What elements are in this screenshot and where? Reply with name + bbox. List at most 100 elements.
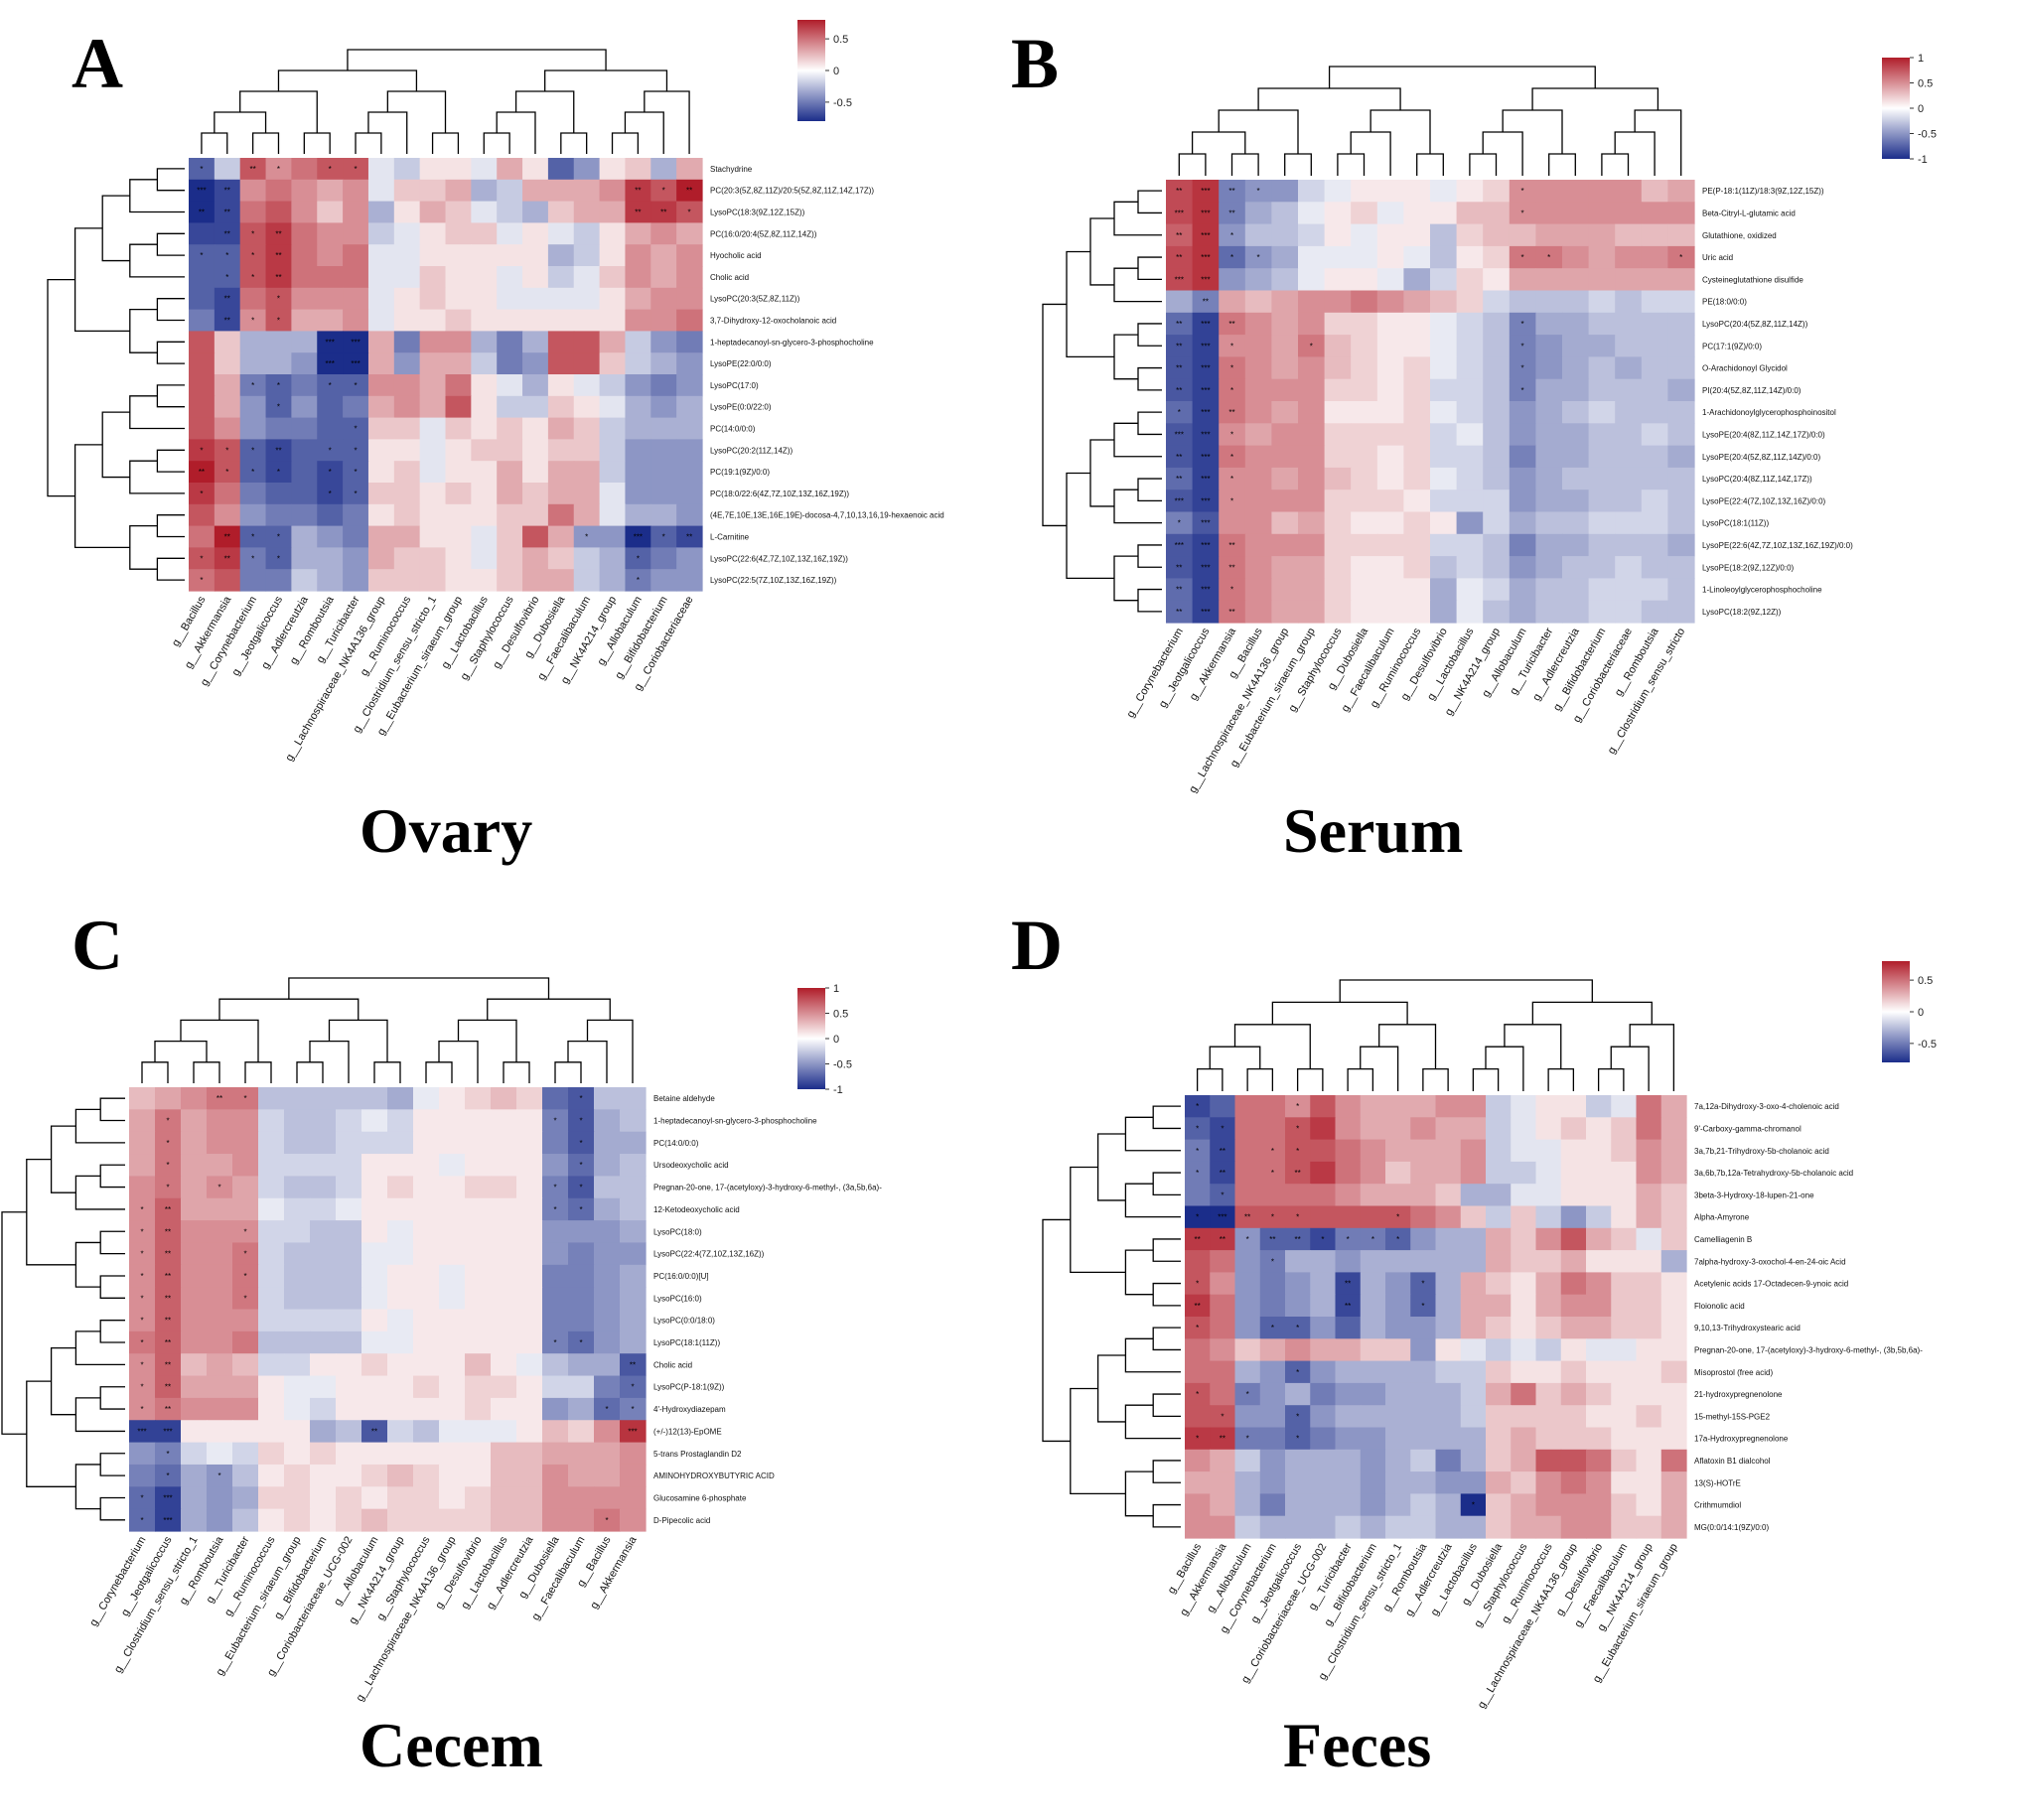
heatmap-cell	[1210, 1250, 1236, 1273]
heatmap-cell	[1460, 1250, 1487, 1273]
heatmap-cell	[387, 1242, 414, 1266]
heatmap-cell	[265, 201, 292, 223]
heatmap-cell	[497, 309, 523, 332]
row-label: 1-Linoleoylglycerophosphocholine	[1702, 586, 1822, 595]
heatmap-cell	[625, 417, 651, 440]
heatmap-cell	[1586, 1515, 1612, 1539]
heatmap-cell	[568, 1397, 595, 1421]
heatmap-cell	[387, 1375, 414, 1399]
heatmap-cell	[1403, 511, 1431, 535]
heatmap-cell	[650, 158, 677, 181]
heatmap-cell	[258, 1464, 285, 1487]
heatmap-cell	[1351, 556, 1378, 579]
heatmap-cell	[258, 1197, 285, 1221]
heatmap-cell	[232, 1309, 259, 1332]
significance-mark: **	[1195, 1235, 1201, 1244]
heatmap-cell	[650, 395, 677, 419]
significance-mark: **	[216, 1094, 222, 1103]
heatmap-cell	[599, 222, 627, 245]
heatmap-cell	[258, 1397, 285, 1421]
heatmap-cell	[1244, 533, 1272, 557]
significance-mark: *	[166, 1161, 169, 1170]
heatmap-cell	[155, 1197, 182, 1221]
panel-letter: D	[1011, 906, 1063, 985]
heatmap-cell	[1335, 1427, 1362, 1451]
column-dendrogram-branch	[201, 132, 228, 154]
heatmap-cell	[393, 503, 421, 527]
heatmap-cell	[207, 1264, 233, 1288]
heatmap-cell	[1535, 578, 1563, 602]
heatmap-cell	[129, 1109, 156, 1133]
heatmap-cell	[1259, 1272, 1286, 1296]
heatmap-cell	[155, 1353, 182, 1377]
heatmap-cell	[1586, 1493, 1612, 1517]
row-label: Cholic acid	[710, 273, 749, 282]
heatmap-cell	[1586, 1161, 1612, 1185]
heatmap-cell	[265, 179, 292, 203]
heatmap-cell	[343, 417, 369, 440]
heatmap-cell	[1335, 1184, 1362, 1207]
heatmap-cell	[1430, 312, 1458, 336]
heatmap-cell	[1456, 268, 1484, 292]
heatmap-cell	[1376, 490, 1404, 513]
heatmap-cell	[445, 222, 472, 245]
heatmap-cell	[625, 374, 651, 397]
heatmap-cell	[1166, 223, 1194, 247]
heatmap-cell	[620, 1508, 647, 1532]
heatmap-cell	[1166, 578, 1194, 602]
heatmap-cell	[310, 1220, 337, 1244]
heatmap-cell	[1586, 1382, 1612, 1406]
heatmap-cell	[471, 266, 498, 289]
heatmap-cell	[239, 309, 267, 332]
significance-mark: **	[1176, 320, 1182, 329]
heatmap-cell	[189, 395, 216, 419]
heatmap-cell	[239, 439, 267, 462]
heatmap-cell	[1586, 1227, 1612, 1251]
heatmap-cell	[1435, 1515, 1462, 1539]
significance-mark: *	[637, 554, 640, 563]
heatmap-cell	[1285, 1427, 1311, 1451]
heatmap-cell	[232, 1442, 259, 1466]
heatmap-cell	[1615, 401, 1643, 424]
significance-mark: *	[277, 533, 280, 542]
heatmap-cell	[1335, 1205, 1362, 1229]
heatmap-cell	[1285, 1338, 1311, 1362]
heatmap-cell	[547, 483, 575, 505]
heatmap-cell	[1560, 1095, 1587, 1118]
heatmap-cell	[129, 1176, 156, 1199]
row-label: 12-Ketodeoxycholic acid	[653, 1205, 740, 1214]
heatmap-cell	[1535, 467, 1563, 490]
heatmap-cell	[207, 1397, 233, 1421]
heatmap-cell	[547, 547, 575, 570]
row-label: PC(14:0/0:0)	[710, 425, 756, 434]
heatmap-cell	[542, 1442, 569, 1466]
row-dendrogram-branch	[156, 232, 185, 256]
heatmap-cell	[594, 1330, 621, 1354]
significance-mark: *	[1196, 1147, 1199, 1156]
row-label: LysoPE(20:4(5Z,8Z,11Z,14Z)/0:0)	[1702, 453, 1820, 462]
significance-mark: **	[1228, 563, 1234, 572]
heatmap-cell	[1636, 1272, 1662, 1296]
heatmap-cell	[1360, 1095, 1386, 1118]
heatmap-cell	[522, 352, 549, 375]
heatmap-cell	[1667, 180, 1695, 203]
heatmap-cell	[317, 569, 344, 592]
heatmap-cell	[1192, 445, 1220, 469]
heatmap-cell	[1641, 401, 1668, 424]
heatmap-cell	[1351, 245, 1378, 269]
significance-mark: *	[140, 1250, 143, 1259]
heatmap-cell	[1667, 268, 1695, 292]
heatmap-cell	[1192, 290, 1220, 314]
heatmap-cell	[1486, 1317, 1512, 1339]
heatmap-cell	[516, 1109, 543, 1133]
heatmap-cell	[232, 1176, 259, 1199]
row-label: 9'-Carboxy-gamma-chromanol	[1694, 1124, 1802, 1133]
heatmap-cell	[1285, 1294, 1311, 1318]
heatmap-cell	[1435, 1117, 1462, 1141]
significance-mark: *	[243, 1294, 246, 1303]
heatmap-cell	[1385, 1272, 1411, 1296]
heatmap-cell	[491, 1508, 517, 1532]
heatmap-cell	[625, 461, 651, 484]
column-dendrogram-branch	[1531, 87, 1659, 110]
heatmap-cell	[1244, 445, 1272, 469]
